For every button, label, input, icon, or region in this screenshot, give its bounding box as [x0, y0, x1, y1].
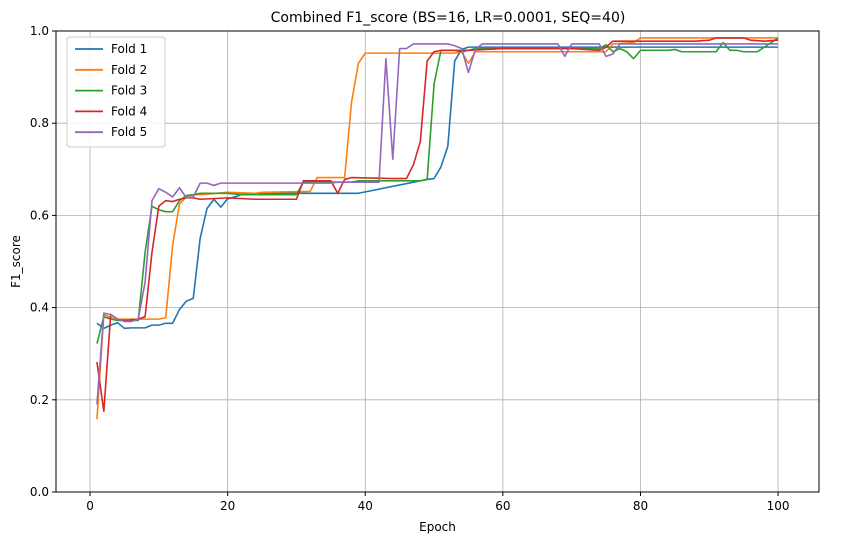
y-tick-label: 1.0 [30, 24, 49, 38]
series-line-fold-4 [96, 37, 779, 413]
x-tick-label: 0 [86, 499, 94, 513]
x-tick-label: 40 [358, 499, 373, 513]
x-axis-label: Epoch [419, 520, 456, 534]
chart-title: Combined F1_score (BS=16, LR=0.0001, SEQ… [271, 10, 626, 26]
series-line-fold-5 [96, 43, 779, 405]
y-tick-label: 0.8 [30, 116, 49, 130]
legend: Fold 1 Fold 2 Fold 3 Fold 4 Fold 5 [66, 36, 166, 148]
x-tick-label: 100 [767, 499, 790, 513]
y-tick-label: 0.4 [30, 301, 49, 315]
x-tick-label: 20 [220, 499, 235, 513]
axis-ticks: 0 20 40 60 80 100 0.0 0.2 0.4 0.6 0.8 1.0 [30, 24, 790, 513]
legend-label: Fold 3 [111, 84, 147, 98]
legend-box [66, 36, 166, 148]
legend-label: Fold 1 [111, 42, 147, 56]
legend-label: Fold 4 [111, 104, 147, 118]
legend-label: Fold 5 [111, 125, 147, 139]
plot-frame [55, 30, 820, 493]
series-lines [96, 37, 779, 420]
y-tick-label: 0.6 [30, 208, 49, 222]
x-tick-label: 80 [633, 499, 648, 513]
y-axis-label: F1_score [9, 235, 23, 288]
legend-label: Fold 2 [111, 63, 147, 77]
y-tick-label: 0.2 [30, 393, 49, 407]
y-tick-label: 0.0 [30, 485, 49, 499]
x-tick-label: 60 [495, 499, 510, 513]
series-line-fold-2 [96, 37, 779, 420]
